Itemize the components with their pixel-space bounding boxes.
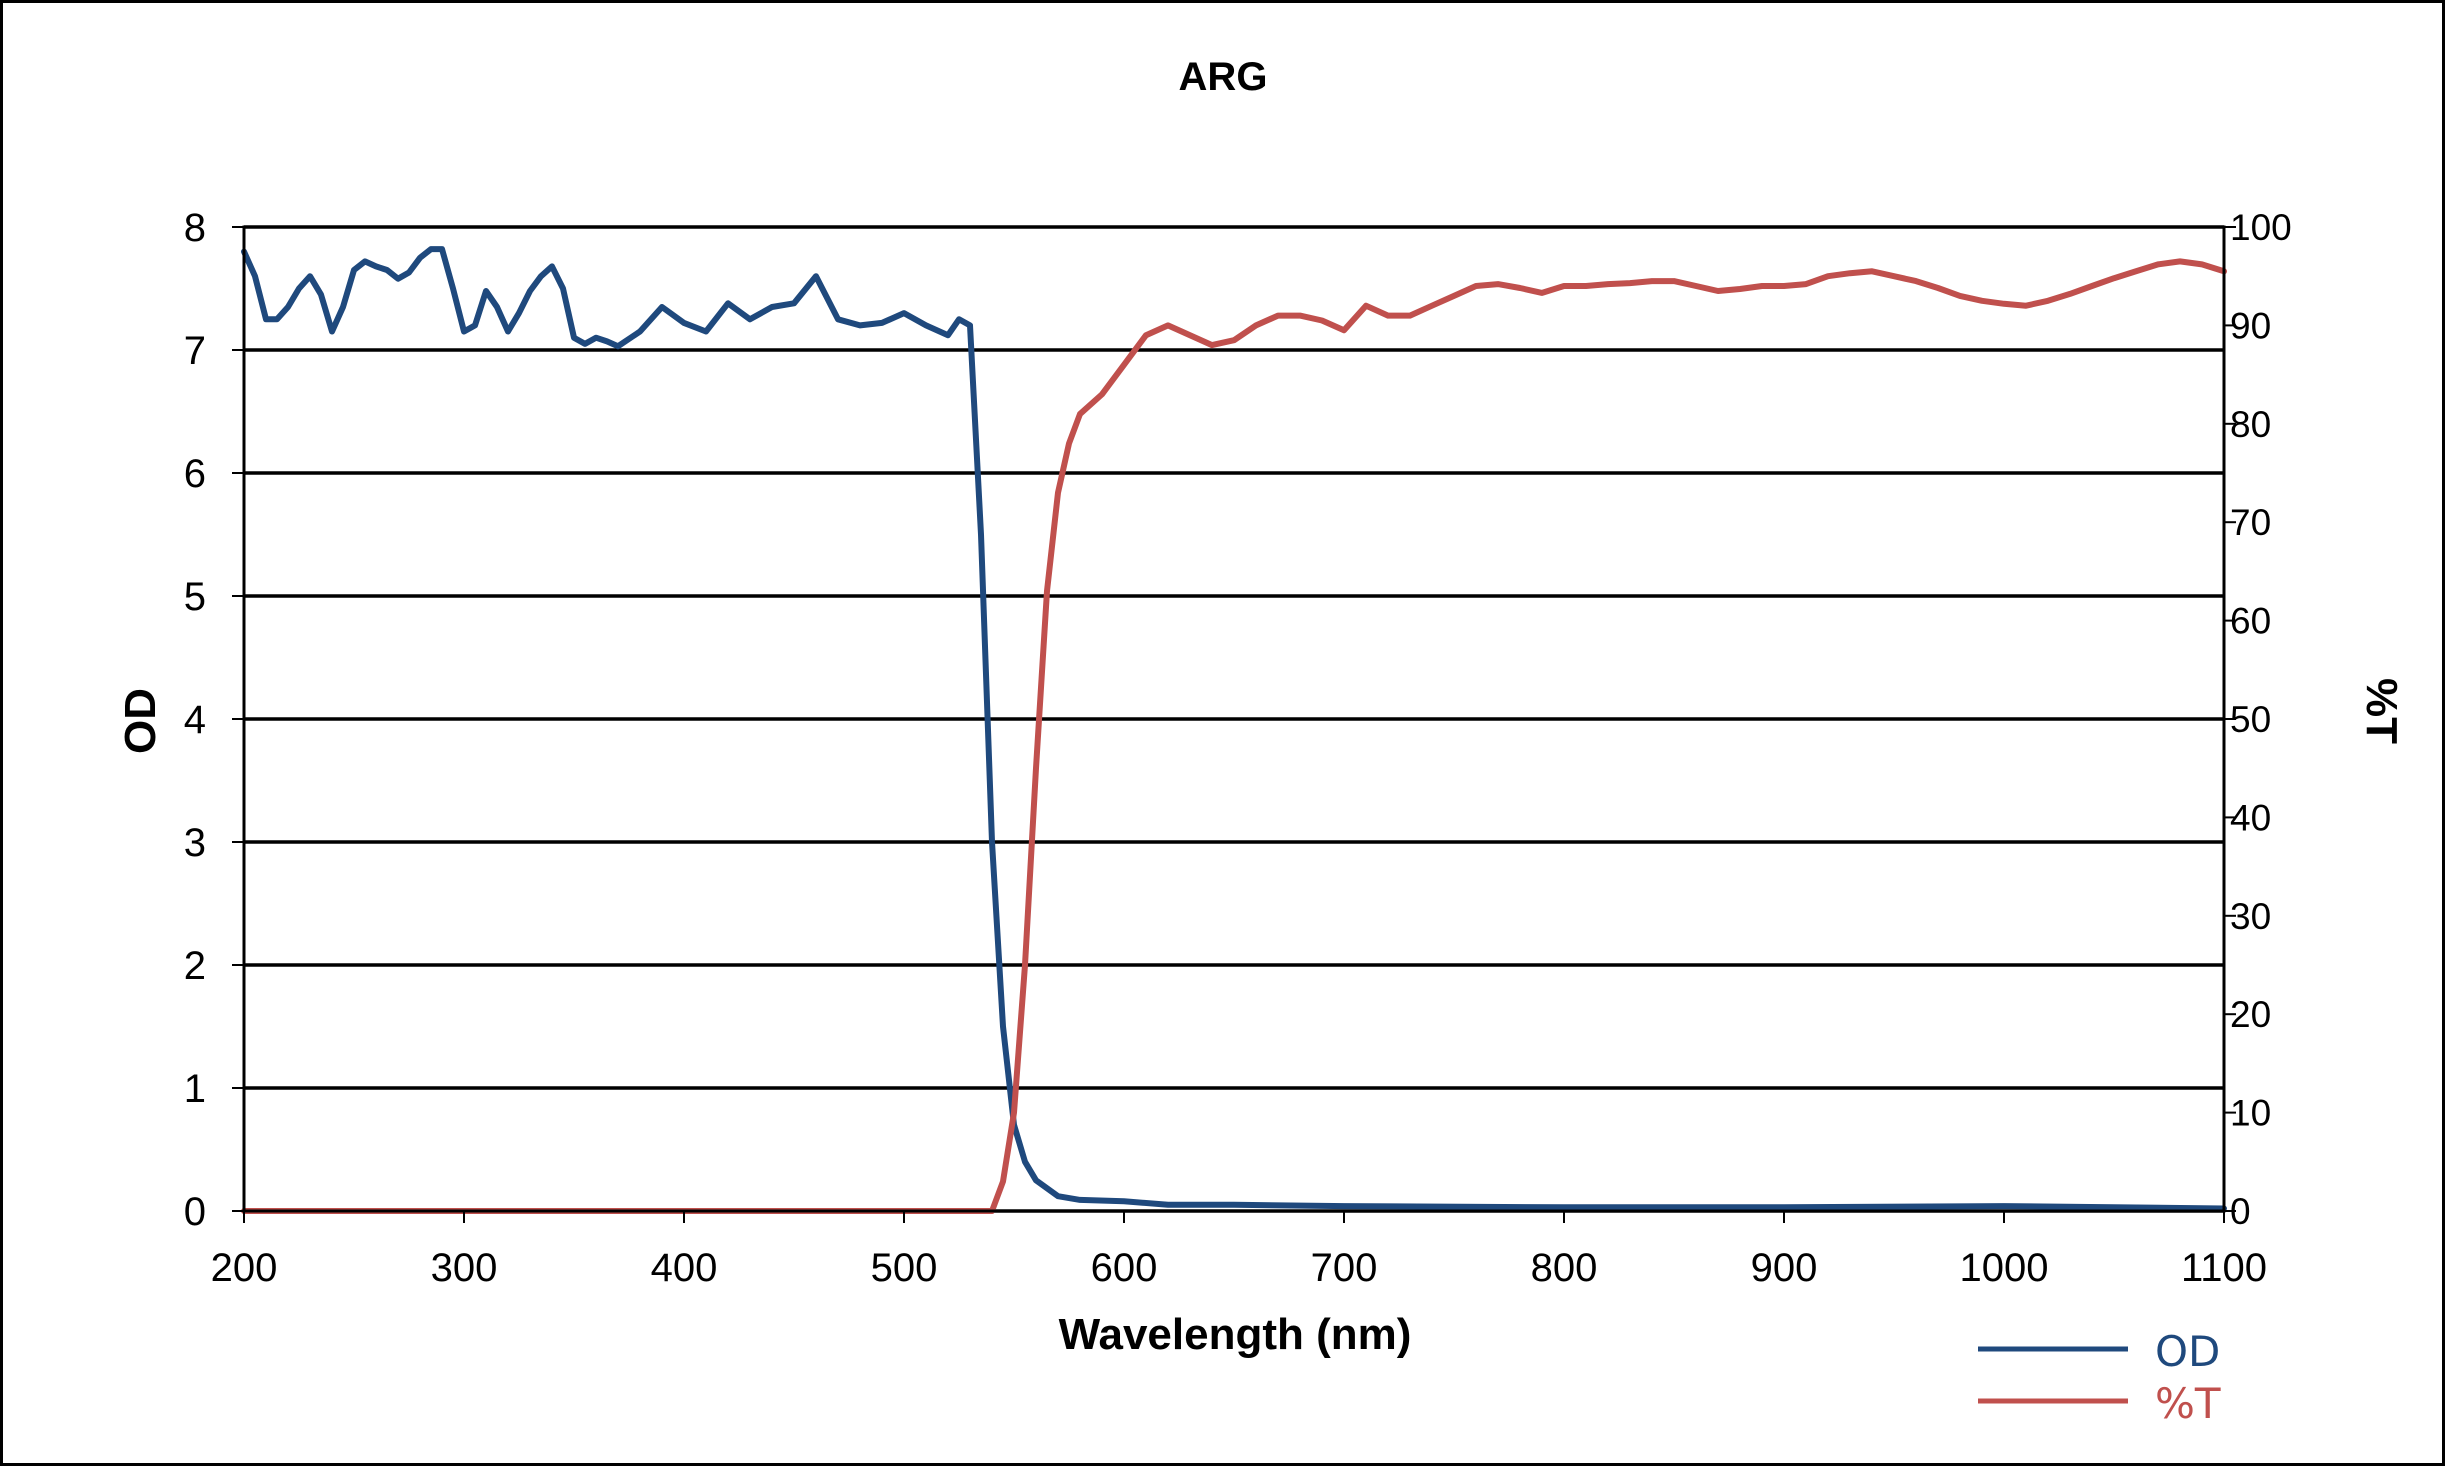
x-tick-label: 400 (651, 1246, 718, 1290)
y-tick-label: 6 (184, 452, 206, 496)
y-tick-label: 1 (184, 1067, 206, 1111)
y2-tick-label: 60 (2230, 601, 2271, 642)
y2-tick-label: 50 (2230, 699, 2271, 740)
y2-tick-label: 30 (2230, 896, 2271, 937)
y2-axis-label: %T (2357, 678, 2406, 744)
x-tick-label: 300 (431, 1246, 498, 1290)
legend: OD %T (1978, 1327, 2221, 1428)
y2-tick-label: 40 (2230, 797, 2271, 838)
x-tick-label: 1000 (1960, 1246, 2049, 1290)
y-tick-label: 0 (184, 1190, 206, 1234)
x-tick-label: 800 (1531, 1246, 1598, 1290)
chart-title: ARG (1178, 55, 1268, 99)
gridlines (244, 225, 2224, 1213)
x-tick-label: 500 (871, 1246, 938, 1290)
x-tick-label: 600 (1091, 1246, 1158, 1290)
y2-tick-label: 80 (2230, 404, 2271, 445)
series-lines (241, 246, 2227, 1214)
y2-tick-label: 10 (2230, 1093, 2271, 1134)
y-tick-label: 8 (184, 206, 206, 250)
y2-tick-label: 0 (2230, 1191, 2251, 1232)
y2-tick-label: 100 (2230, 207, 2292, 248)
legend-label-t: %T (2155, 1379, 2221, 1428)
y-tick-label: 3 (184, 821, 206, 865)
y2-tick-label: 70 (2230, 502, 2271, 543)
y-tick-label: 5 (184, 575, 206, 619)
x-tick-label: 200 (211, 1246, 278, 1290)
y2-tick-label: 90 (2230, 305, 2271, 346)
y-tick-label: 4 (184, 698, 206, 742)
x-axis-label: Wavelength (nm) (1059, 1310, 1412, 1359)
series-line-od (241, 246, 2227, 1212)
y2-tick-label: 20 (2230, 994, 2271, 1035)
legend-label-od: OD (2155, 1327, 2220, 1376)
y-tick-label: 2 (184, 944, 206, 988)
y-axis-label: OD (116, 688, 165, 754)
x-tick-label: 700 (1311, 1246, 1378, 1290)
x-tick-label: 1100 (2181, 1246, 2267, 1290)
x-tick-label: 900 (1751, 1246, 1818, 1290)
series-line-t (241, 258, 2227, 1214)
y-tick-label: 7 (184, 329, 206, 373)
